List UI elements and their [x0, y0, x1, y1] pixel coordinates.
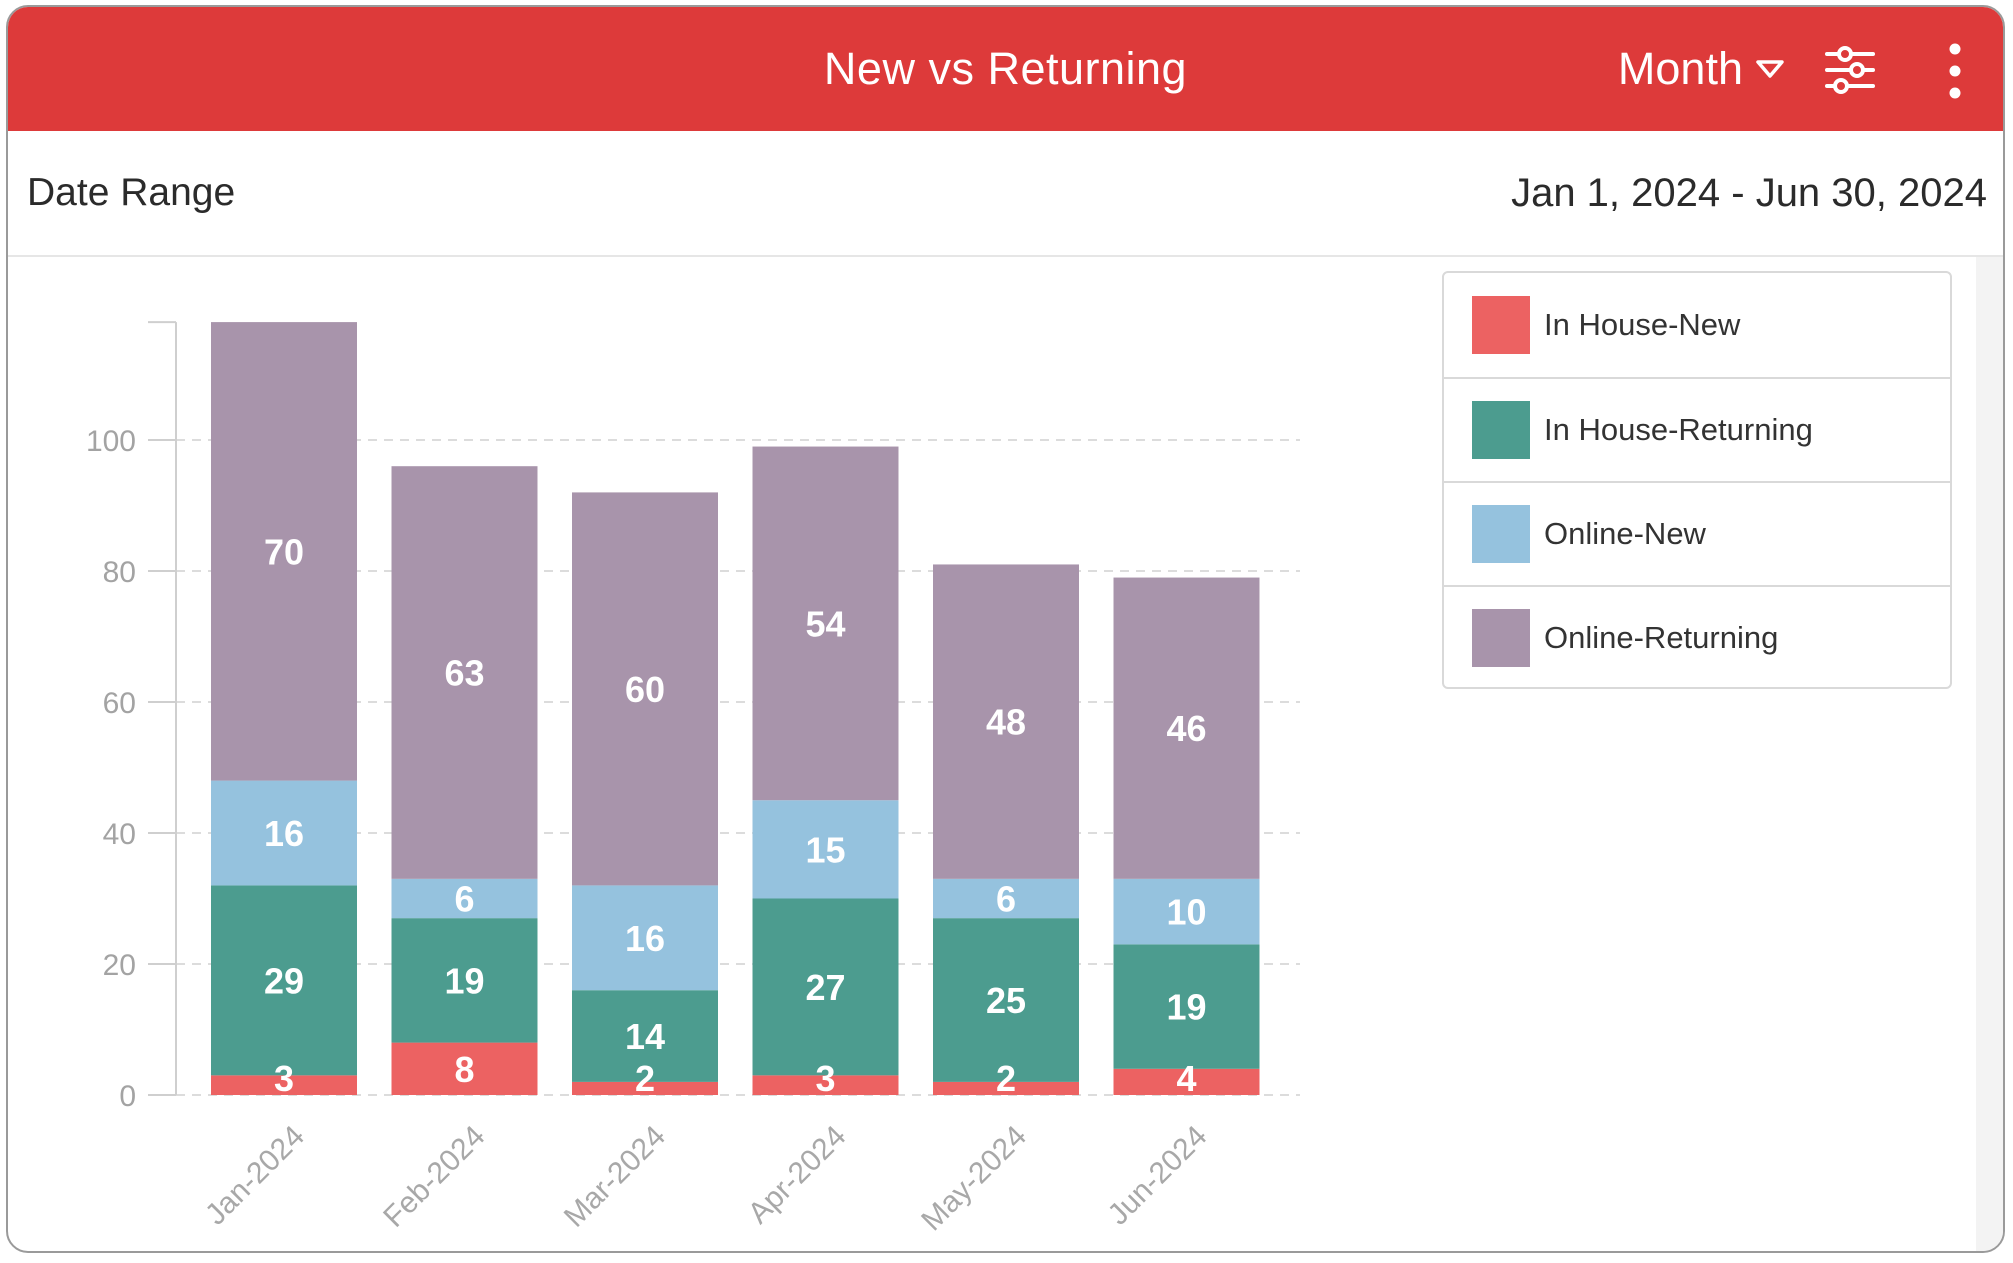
- scroll-track: [1976, 257, 2003, 1251]
- date-range-value[interactable]: Jan 1, 2024 - Jun 30, 2024: [1511, 171, 1987, 215]
- legend-item-online-returning[interactable]: Online-Returning: [1444, 585, 1950, 689]
- legend-label: Online-New: [1544, 516, 1706, 551]
- bar-segment-online-new[interactable]: [391, 878, 538, 919]
- data-label: 16: [625, 918, 665, 959]
- data-label: 2: [996, 1058, 1016, 1099]
- bar-segment-online-new[interactable]: [572, 885, 718, 991]
- legend-label: In House-Returning: [1544, 412, 1813, 447]
- legend-swatch: [1472, 609, 1530, 667]
- y-tick-label: 100: [86, 425, 136, 458]
- x-tick-label: Feb-2024: [377, 1120, 491, 1234]
- data-label: 48: [986, 702, 1026, 743]
- data-label: 27: [805, 967, 845, 1008]
- legend-label: Online-Returning: [1544, 620, 1779, 655]
- data-label: 19: [1166, 987, 1206, 1028]
- data-label: 2: [635, 1058, 655, 1099]
- data-label: 29: [264, 960, 304, 1001]
- data-label: 8: [454, 1049, 474, 1090]
- data-label: 16: [264, 813, 304, 854]
- x-tick-label: Mar-2024: [558, 1120, 672, 1234]
- x-tick-label: Apr-2024: [742, 1120, 853, 1231]
- bar-segment-online-new[interactable]: [933, 878, 1079, 919]
- bar-segment-in-house-new[interactable]: [752, 1075, 899, 1095]
- y-tick-label: 20: [103, 949, 136, 982]
- y-tick-label: 0: [119, 1080, 136, 1113]
- data-label: 19: [444, 960, 484, 1001]
- data-label: 46: [1166, 708, 1206, 749]
- bar-segment-online-new[interactable]: [752, 800, 899, 899]
- data-label: 60: [625, 669, 665, 710]
- data-label: 3: [815, 1058, 835, 1099]
- bar-segment-in-house-returning[interactable]: [211, 885, 357, 1076]
- x-axis-labels: Jan-2024 Feb-2024 Mar-2024 Apr-2024 May-2024…: [199, 1120, 1213, 1238]
- legend-swatch: [1472, 505, 1530, 563]
- data-label: 6: [454, 879, 474, 920]
- period-label: Month: [1617, 43, 1743, 94]
- data-label: 6: [996, 879, 1016, 920]
- legend-item-in-house-returning[interactable]: In House-Returning: [1444, 377, 1950, 481]
- data-label: 4: [1176, 1058, 1196, 1099]
- bars: [211, 322, 1260, 1095]
- bar-segment-online-returning[interactable]: [1113, 577, 1260, 879]
- data-label: 15: [805, 829, 845, 870]
- bar-segment-in-house-new[interactable]: [1113, 1068, 1260, 1095]
- bar-segment-in-house-new[interactable]: [211, 1075, 357, 1095]
- legend-swatch: [1472, 401, 1530, 459]
- date-range-row[interactable]: Date Range Jan 1, 2024 - Jun 30, 2024: [8, 131, 2003, 257]
- bar-segment-online-new[interactable]: [211, 780, 357, 886]
- data-label: 63: [444, 653, 484, 694]
- gridlines: [176, 439, 1300, 1096]
- bar-segment-in-house-returning[interactable]: [391, 918, 538, 1043]
- data-label: 10: [1166, 892, 1206, 933]
- legend-label: In House-New: [1544, 307, 1741, 342]
- bar-segment-in-house-returning[interactable]: [572, 990, 718, 1082]
- x-tick-label: Jun-2024: [1102, 1120, 1214, 1232]
- more-vertical-icon[interactable]: [1947, 41, 1963, 101]
- sliders-icon[interactable]: [1823, 43, 1877, 97]
- legend-item-in-house-new[interactable]: In House-New: [1444, 273, 1950, 377]
- bar-segment-online-returning[interactable]: [211, 322, 357, 781]
- legend-swatch: [1472, 296, 1530, 354]
- x-tick-label: May-2024: [915, 1120, 1033, 1238]
- card-header: New vs Returning Month: [8, 7, 2003, 131]
- bar-segment-in-house-new[interactable]: [391, 1042, 538, 1095]
- bar-segment-in-house-returning[interactable]: [933, 918, 1079, 1082]
- data-label: 54: [805, 603, 845, 644]
- bar-segment-in-house-new[interactable]: [933, 1081, 1079, 1095]
- report-title: New vs Returning: [823, 43, 1188, 94]
- y-tick-label: 40: [103, 818, 136, 851]
- data-label: 3: [274, 1058, 294, 1099]
- data-label: 14: [625, 1016, 665, 1057]
- bar-segment-online-new[interactable]: [1113, 878, 1260, 945]
- data-label: 25: [986, 980, 1026, 1021]
- data-label: 70: [264, 531, 304, 572]
- bar-segment-online-returning[interactable]: [572, 492, 718, 886]
- bar-segment-online-returning[interactable]: [933, 564, 1079, 879]
- y-axis: 0 20 40 60 80 100: [86, 321, 177, 1113]
- date-range-label: Date Range: [27, 171, 236, 214]
- bar-segment-in-house-returning[interactable]: [752, 898, 899, 1076]
- y-tick-label: 60: [103, 687, 136, 720]
- y-tick-label: 80: [103, 556, 136, 589]
- period-dropdown[interactable]: Month: [1618, 7, 1785, 131]
- bar-segment-in-house-new[interactable]: [572, 1081, 718, 1095]
- bar-segment-in-house-returning[interactable]: [1113, 944, 1260, 1069]
- chevron-down-icon: [1756, 60, 1784, 78]
- bar-segment-online-returning[interactable]: [752, 446, 899, 801]
- chart-legend: In House-New In House-Returning Online-N…: [1442, 271, 1952, 689]
- legend-item-online-new[interactable]: Online-New: [1444, 481, 1950, 585]
- x-tick-label: Jan-2024: [199, 1120, 311, 1232]
- bar-segment-online-returning[interactable]: [391, 466, 538, 879]
